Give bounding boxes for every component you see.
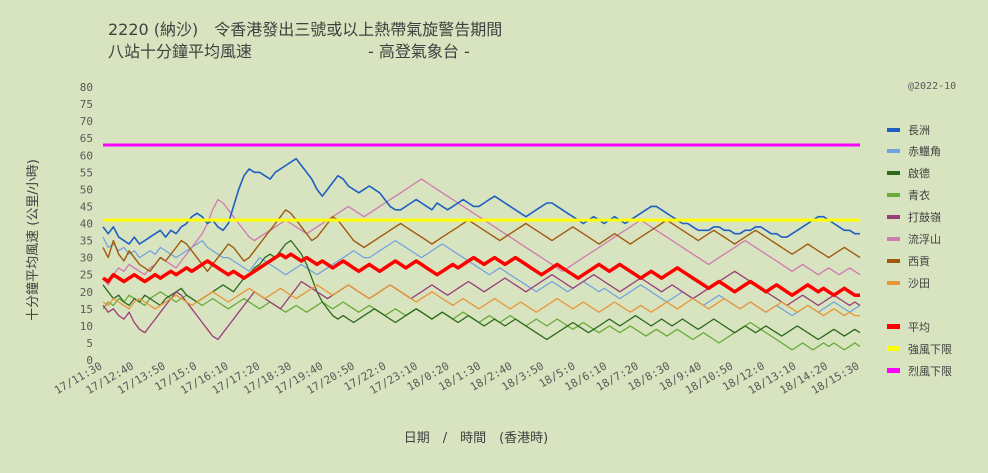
y-ticks: 0 5 10 15 20 25 30 35 40 45 50 55 60 65 70 75 80	[80, 81, 93, 367]
y-tick-label: 55	[80, 166, 93, 179]
legend-swatch	[887, 324, 900, 329]
y-tick-label: 80	[80, 81, 93, 94]
legend-swatch	[887, 149, 900, 153]
series-line-8	[102, 252, 860, 297]
series-line-3	[102, 291, 861, 351]
y-tick-label: 10	[80, 320, 93, 333]
legend-swatch	[887, 368, 900, 373]
y-axis-label: 十分鐘平均風速 (公里/小時)	[25, 159, 41, 321]
plot-area	[102, 143, 861, 351]
legend-swatch	[887, 237, 900, 241]
y-tick-label: 15	[80, 303, 93, 316]
legend-swatch	[887, 281, 900, 285]
y-tick-label: 45	[80, 200, 93, 213]
y-tick-label: 5	[86, 337, 93, 350]
y-tick-label: 65	[80, 132, 93, 145]
legend-label: 平均	[908, 321, 930, 334]
legend-label: 長洲	[908, 124, 930, 137]
x-axis-label: 日期 / 時間 (香港時)	[404, 431, 549, 446]
legend-label: 流浮山	[908, 232, 941, 246]
legend-label: 打鼓嶺	[908, 210, 941, 224]
y-tick-label: 25	[80, 269, 93, 282]
series-line-5	[102, 178, 861, 286]
legend-swatch	[887, 346, 900, 351]
y-tick-label: 35	[80, 235, 93, 248]
series-line-6	[102, 209, 861, 272]
y-tick-label: 20	[80, 286, 93, 299]
legend-label: 青衣	[908, 188, 930, 202]
legend-label: 赤鱲角	[908, 145, 941, 158]
x-ticks: 17/11:3017/12:4017/13:5017/15:017/16:101…	[52, 359, 861, 397]
copyright-text: @2022-10	[908, 81, 956, 92]
title-line2: 八站十分鐘平均風速	[108, 42, 252, 61]
series-line-7	[102, 284, 860, 317]
legend-label: 烈風下限	[908, 364, 952, 378]
legend-swatch	[887, 128, 900, 132]
title-source: - 高登氣象台 -	[368, 42, 470, 61]
legend-swatch	[887, 215, 900, 219]
legend-label: 西貢	[908, 255, 930, 268]
y-tick-label: 30	[80, 252, 93, 265]
y-tick-label: 40	[80, 218, 93, 231]
y-tick-label: 0	[86, 354, 93, 367]
y-tick-label: 50	[80, 183, 93, 196]
series-line-2	[102, 239, 861, 341]
legend-label: 啟德	[908, 166, 930, 180]
legend-swatch	[887, 193, 900, 197]
y-tick-label: 75	[80, 98, 93, 111]
series-line-4	[102, 270, 861, 341]
title-line1: 2220 (納沙) 令香港發出三號或以上熱帶氣旋警告期間	[108, 20, 502, 39]
chart-title: 2220 (納沙) 令香港發出三號或以上熱帶氣旋警告期間 八站十分鐘平均風速 -…	[108, 20, 502, 61]
y-tick-label: 70	[80, 115, 93, 128]
legend-swatch	[887, 171, 900, 175]
legend-label: 強風下限	[908, 343, 952, 356]
legend-swatch	[887, 259, 900, 263]
legend-label: 沙田	[908, 277, 930, 290]
y-tick-label: 60	[80, 149, 93, 162]
